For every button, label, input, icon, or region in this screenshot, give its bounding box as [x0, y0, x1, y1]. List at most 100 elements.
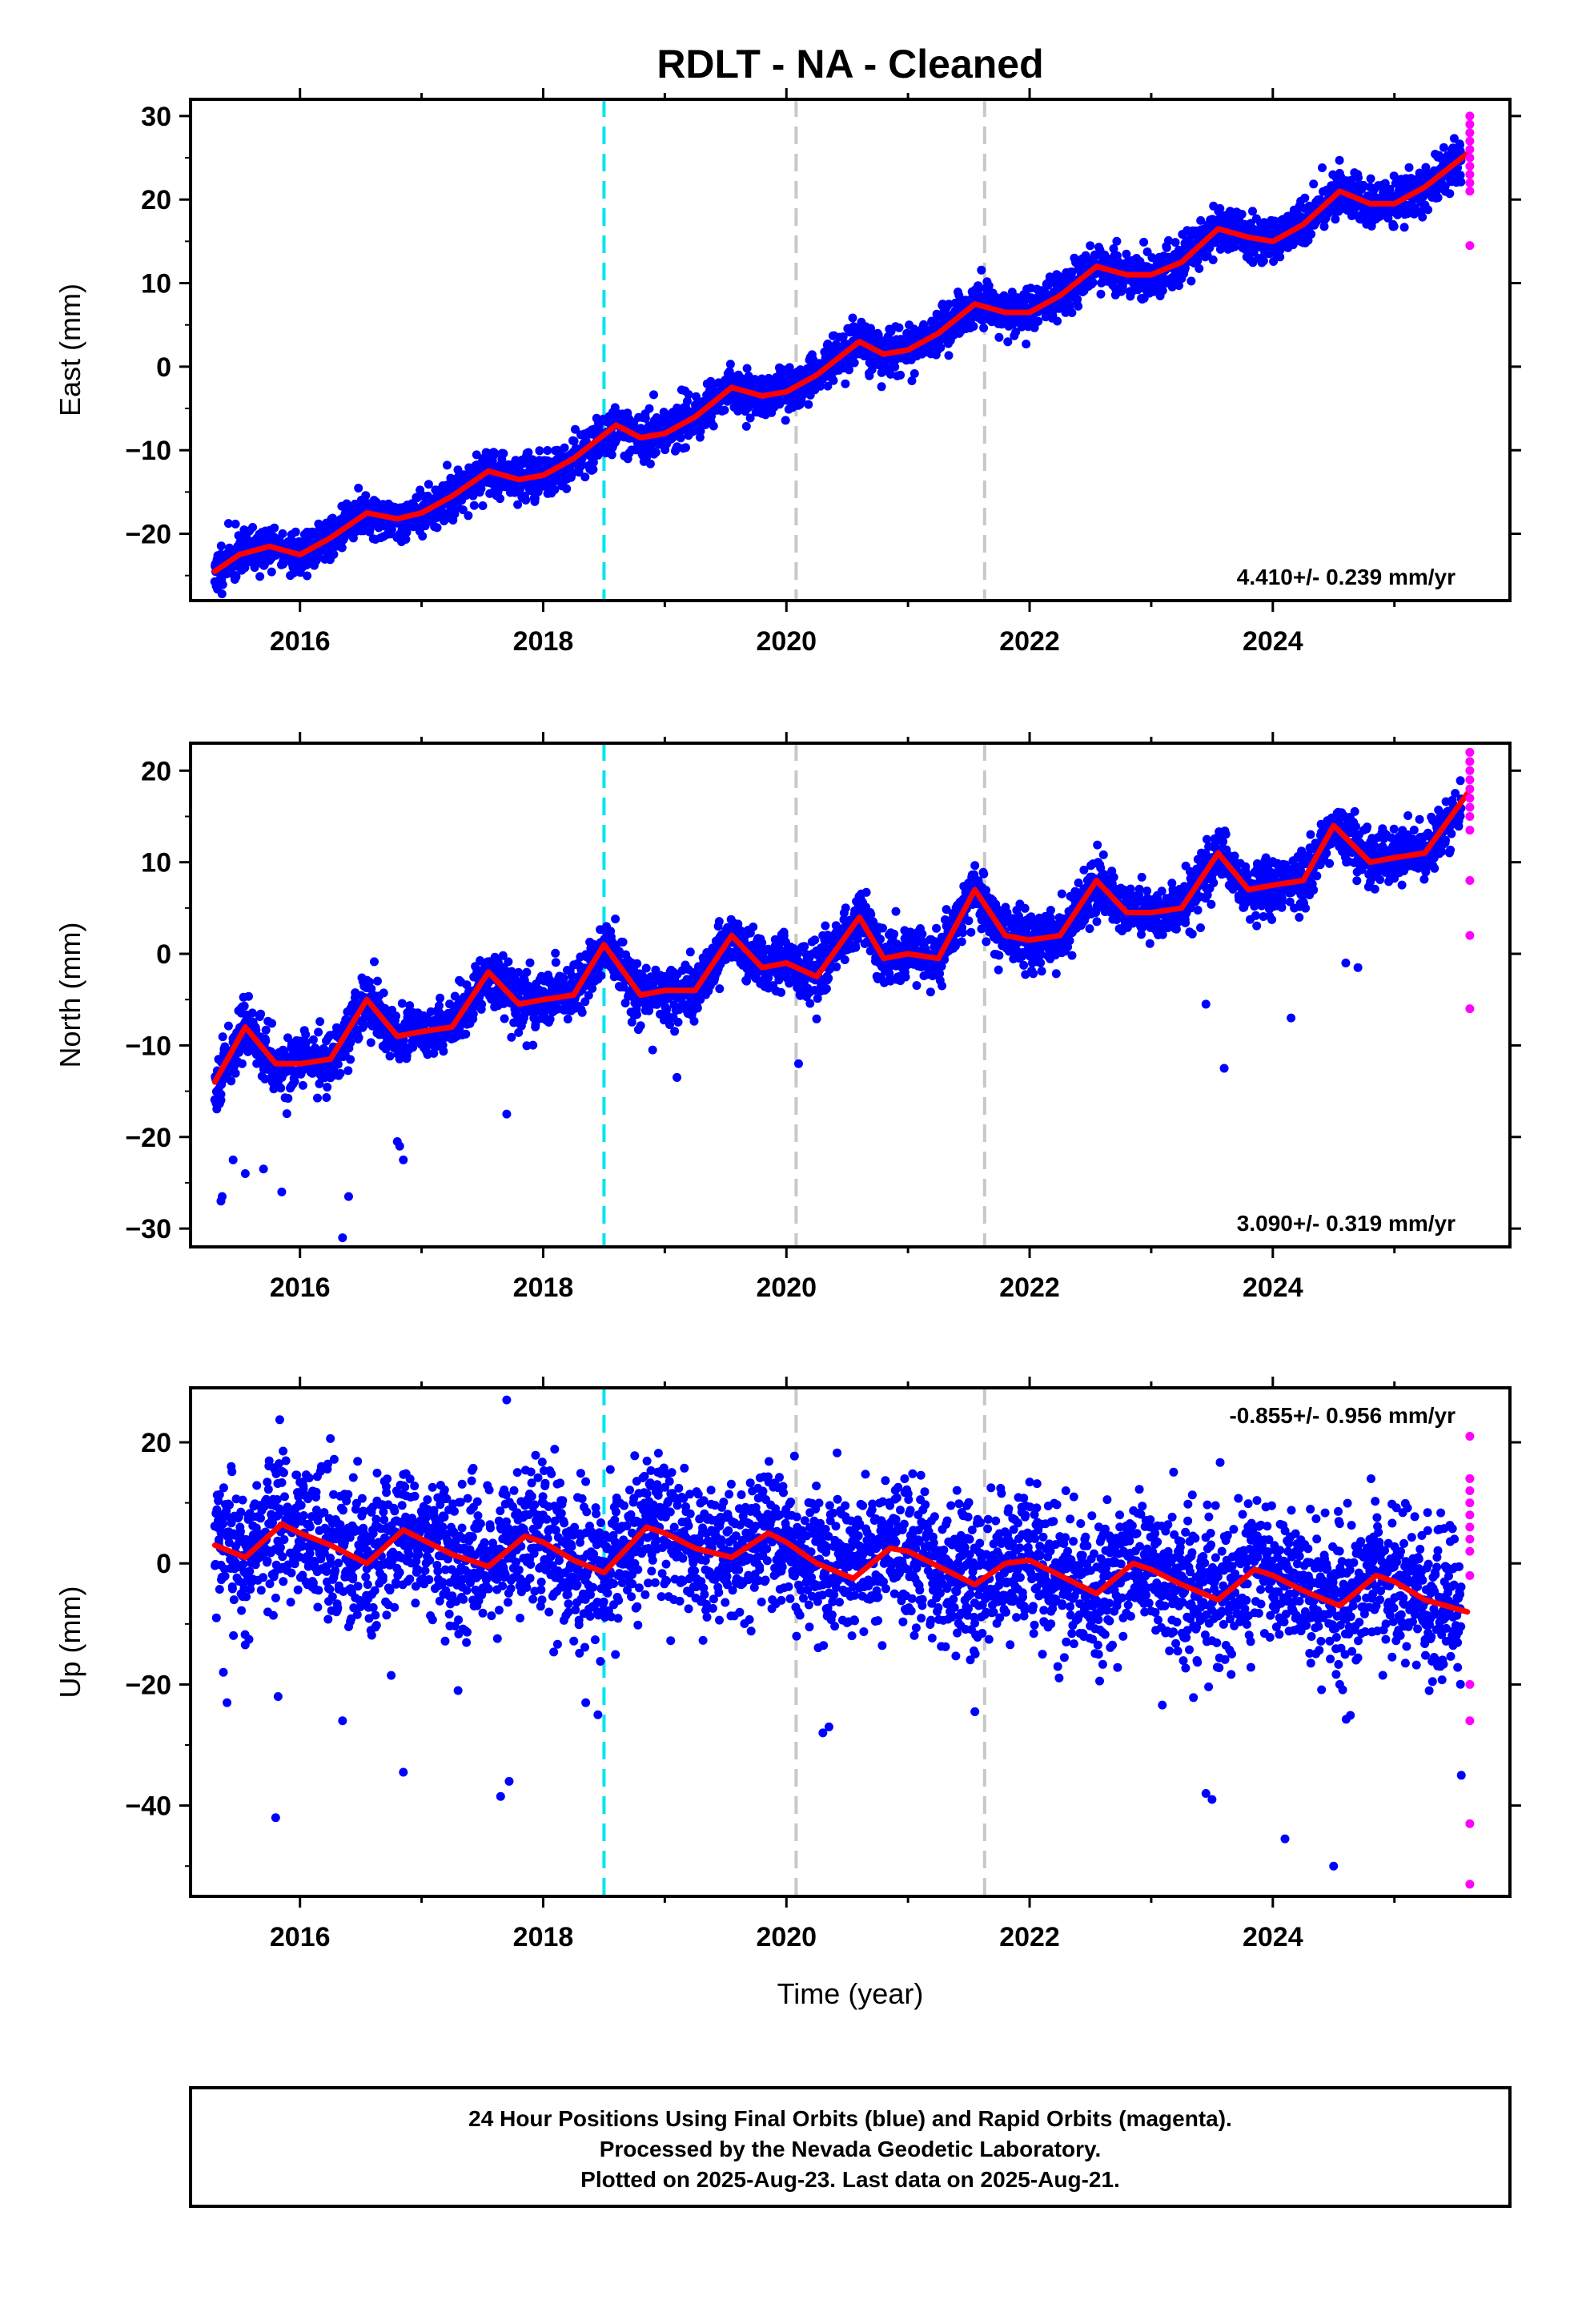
east-rapid-orbit-point	[1465, 170, 1475, 179]
north-point	[290, 1076, 299, 1086]
east-point	[909, 369, 919, 378]
north-point	[373, 976, 382, 986]
east-point	[867, 365, 877, 374]
east-point	[1359, 180, 1368, 190]
east-point	[594, 421, 604, 431]
north-point	[632, 959, 642, 968]
north-point	[439, 1047, 448, 1056]
east-rapid-orbit-point	[1465, 161, 1475, 171]
east-point	[1034, 316, 1043, 326]
east-point	[1335, 155, 1344, 165]
east-point	[1112, 236, 1122, 246]
east-point	[984, 281, 994, 291]
east-point	[337, 543, 347, 553]
north-point	[584, 991, 593, 1000]
north-point	[500, 1014, 509, 1023]
north-point	[620, 999, 630, 1007]
east-point	[432, 523, 442, 533]
east-point	[472, 450, 481, 460]
east-point	[469, 501, 479, 510]
east-point	[250, 563, 259, 573]
north-point	[596, 971, 606, 980]
east-point	[1285, 211, 1295, 221]
north-point	[627, 1017, 636, 1027]
east-point	[1418, 212, 1427, 222]
north-point	[525, 958, 535, 967]
east-y-tick-label: 10	[141, 269, 171, 300]
north-point	[514, 967, 524, 977]
north-point	[611, 915, 620, 923]
east-point	[568, 468, 577, 477]
east-point	[328, 513, 337, 523]
east-rapid-orbit-point	[1465, 136, 1475, 146]
north-point	[298, 1080, 307, 1090]
north-point	[391, 1011, 401, 1021]
east-point	[741, 421, 751, 431]
east-rapid-orbit-point	[1465, 111, 1475, 121]
east-point	[907, 376, 917, 385]
east-point	[464, 511, 473, 521]
east-point	[681, 443, 690, 452]
east-point	[977, 265, 986, 275]
east-point	[885, 369, 895, 379]
north-point	[323, 1083, 332, 1092]
east-point	[1170, 238, 1180, 247]
east-point	[1237, 210, 1247, 219]
east-point	[745, 413, 755, 423]
east-point	[401, 535, 411, 544]
north-point	[577, 1007, 587, 1017]
east-rapid-orbit-point	[1465, 119, 1475, 129]
east-point	[1053, 316, 1062, 326]
east-point	[1319, 222, 1329, 231]
north-point	[366, 1038, 375, 1047]
east-point	[270, 523, 279, 533]
east-point	[1164, 235, 1173, 245]
east-rapid-orbit-point	[1465, 187, 1475, 196]
east-point	[944, 351, 954, 360]
east-frame	[189, 98, 1512, 602]
north-point	[563, 1015, 572, 1023]
east-rapid-orbit-point	[1465, 128, 1475, 138]
east-model-curve	[211, 151, 1471, 574]
east-rate-label: 4.410+/- 0.239 mm/yr	[1237, 565, 1456, 589]
east-point	[443, 460, 452, 470]
east-y-tick-label: −20	[125, 520, 171, 550]
north-point	[379, 988, 388, 998]
east-point	[829, 376, 838, 385]
east-point	[1309, 179, 1319, 189]
east-point	[418, 532, 428, 541]
east-point	[894, 323, 904, 332]
east-point	[289, 569, 299, 577]
east-point	[1011, 328, 1021, 337]
east-x-tick-label: 2024	[1243, 626, 1303, 657]
north-point	[239, 1001, 249, 1011]
east-point	[329, 549, 339, 559]
east-final-orbit-points	[210, 134, 1466, 599]
east-y-tick-label: 30	[141, 102, 171, 132]
east-point	[936, 343, 946, 352]
north-point	[261, 1036, 271, 1046]
east-point	[781, 416, 790, 425]
east-point	[550, 485, 560, 494]
east-point	[1074, 301, 1083, 311]
east-point	[499, 448, 508, 458]
east-point	[896, 370, 905, 380]
east-point	[267, 567, 276, 577]
east-point	[994, 332, 1004, 342]
north-point	[551, 958, 560, 967]
north-point	[588, 983, 597, 993]
east-point	[1456, 177, 1466, 187]
north-point	[260, 1074, 270, 1084]
north-point	[333, 1059, 343, 1069]
east-point	[1186, 276, 1196, 286]
north-point	[231, 1068, 240, 1078]
east-point	[1193, 256, 1203, 266]
north-point	[385, 1051, 395, 1061]
east-point	[543, 446, 552, 455]
east-point	[458, 505, 468, 515]
east-y-tick-label: 0	[156, 352, 171, 383]
east-x-tick-label: 2016	[270, 626, 331, 657]
east-point	[1022, 340, 1031, 349]
north-point	[308, 1035, 318, 1044]
east-point	[969, 322, 978, 331]
